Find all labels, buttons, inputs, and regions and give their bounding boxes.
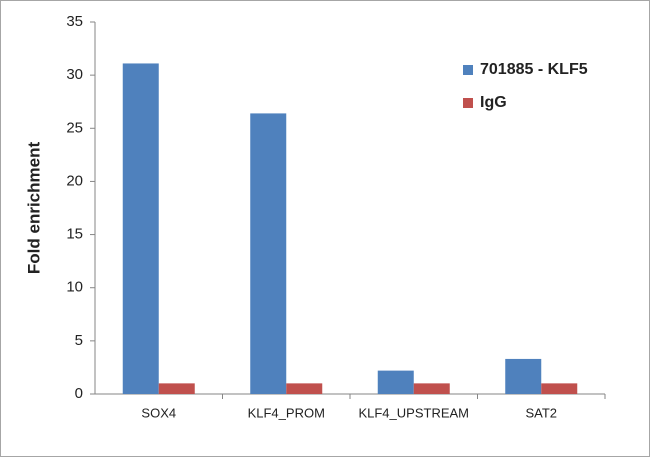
bar bbox=[377, 370, 414, 394]
y-tick-label: 5 bbox=[75, 332, 83, 349]
y-tick-label: 30 bbox=[66, 66, 83, 83]
bar bbox=[505, 358, 542, 394]
x-tick-label: KLF4_PROM bbox=[248, 405, 325, 420]
y-tick-label: 35 bbox=[66, 13, 83, 30]
legend-label: IgG bbox=[480, 94, 507, 111]
y-tick-label: 20 bbox=[66, 172, 83, 189]
x-tick-label: KLF4_UPSTREAM bbox=[358, 405, 469, 420]
bar bbox=[250, 113, 287, 395]
bar bbox=[286, 383, 323, 394]
bar bbox=[158, 383, 195, 394]
legend-swatch bbox=[463, 65, 473, 75]
bar bbox=[541, 383, 578, 394]
y-tick-label: 0 bbox=[75, 385, 83, 402]
bar bbox=[413, 383, 450, 394]
y-tick-label: 10 bbox=[66, 279, 83, 296]
legend-swatch bbox=[463, 98, 473, 108]
y-tick-label: 25 bbox=[66, 119, 83, 136]
legend-label: 701885 - KLF5 bbox=[480, 61, 588, 78]
y-axis-label: Fold enrichment bbox=[24, 142, 43, 275]
bar bbox=[122, 63, 159, 395]
y-tick-label: 15 bbox=[66, 226, 83, 243]
x-tick-label: SOX4 bbox=[141, 405, 176, 420]
x-tick-label: SAT2 bbox=[525, 405, 557, 420]
